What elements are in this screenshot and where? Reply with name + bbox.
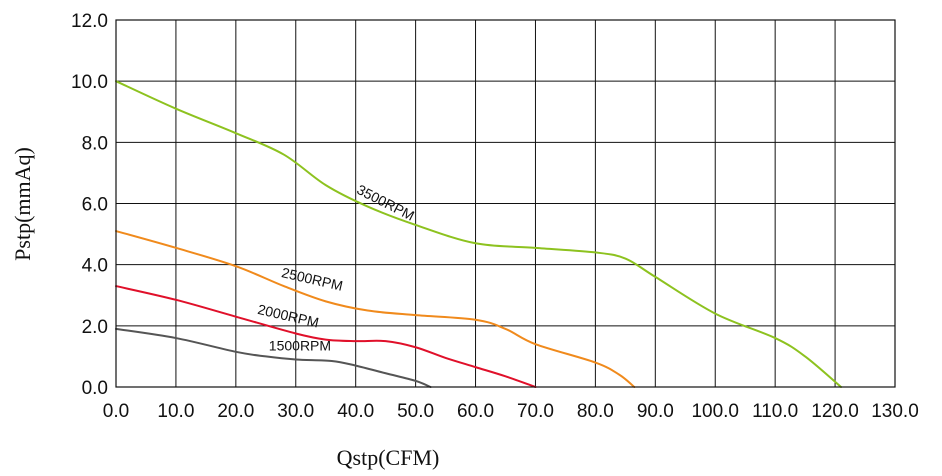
y-tick-label: 6.0	[82, 195, 108, 216]
x-tick-label: 20.0	[217, 401, 254, 422]
x-tick-label: 70.0	[517, 401, 554, 422]
series-line-3500rpm	[115, 80, 843, 388]
x-tick-label: 110.0	[752, 401, 798, 422]
x-tick-label: 40.0	[337, 401, 374, 422]
y-tick-label: 10.0	[71, 72, 108, 93]
x-tick-label: 120.0	[811, 401, 859, 422]
x-tick-label: 0.0	[103, 401, 129, 422]
series-label-3500rpm: 3500RPM	[354, 181, 417, 224]
series-line-2500rpm	[115, 230, 636, 388]
x-tick-label: 60.0	[457, 401, 494, 422]
grid	[115, 19, 896, 388]
y-axis-title: Pstp(mmAq)	[10, 147, 35, 261]
y-tick-labels: 0.0 2.0 4.0 6.0 8.0 10.0 12.0	[71, 11, 108, 399]
series-label-1500rpm: 1500RPM	[269, 337, 331, 353]
x-tick-label: 30.0	[277, 401, 314, 422]
x-tick-label: 100.0	[691, 401, 739, 422]
y-tick-label: 8.0	[82, 133, 108, 154]
y-tick-label: 2.0	[82, 317, 108, 338]
y-tick-label: 0.0	[82, 378, 108, 399]
x-tick-labels: 0.0 10.0 20.0 30.0 40.0 50.0 60.0 70.0 80.0 90.0 1…	[103, 401, 919, 422]
y-tick-label: 12.0	[71, 11, 108, 32]
x-tick-label: 130.0	[871, 401, 919, 422]
x-axis-title: Qstp(CFM)	[337, 445, 440, 470]
y-tick-label: 4.0	[82, 256, 108, 277]
x-tick-label: 90.0	[637, 401, 674, 422]
series-line-2000rpm	[115, 285, 537, 388]
x-tick-label: 80.0	[577, 401, 614, 422]
series-line-1500rpm	[115, 327, 432, 388]
x-tick-label: 10.0	[157, 401, 194, 422]
x-tick-label: 50.0	[397, 401, 434, 422]
series-lines	[115, 80, 843, 388]
plot-frame	[115, 19, 896, 388]
